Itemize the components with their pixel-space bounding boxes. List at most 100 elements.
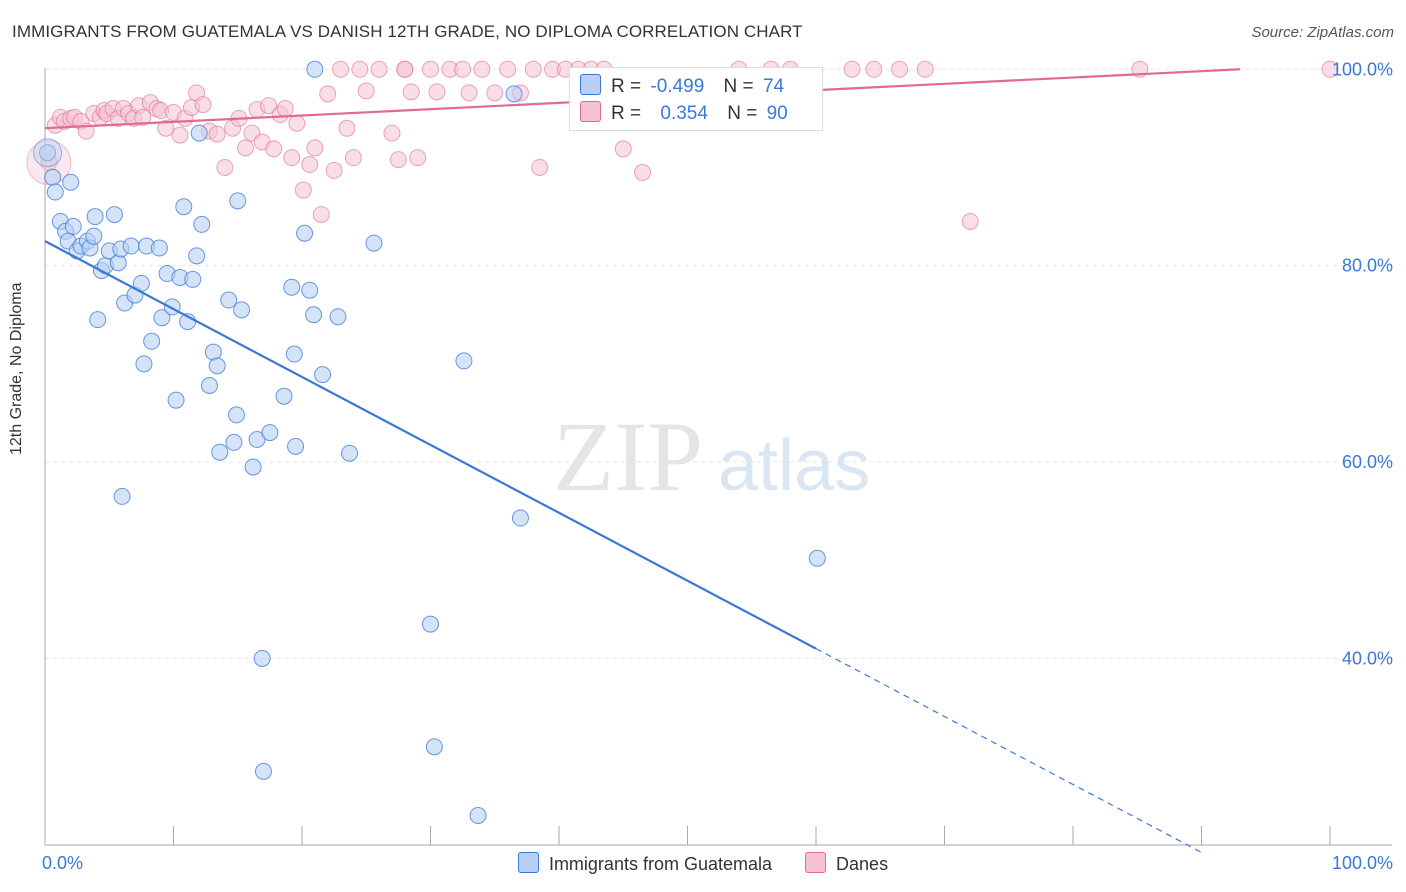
guatemala-point xyxy=(455,352,473,370)
y-tick-label: 100.0% xyxy=(1332,59,1393,79)
legend-item-danes: Danes xyxy=(805,852,888,875)
guatemala-point xyxy=(225,433,243,451)
guatemala-point xyxy=(109,254,127,272)
danes-point xyxy=(409,149,427,167)
danes-point xyxy=(389,151,407,169)
guatemala-point xyxy=(62,173,80,191)
legend-guatemala-swatch xyxy=(517,852,539,873)
danes-point xyxy=(634,163,652,181)
guatemala-point xyxy=(808,549,826,567)
guatemala-point xyxy=(190,124,208,142)
watermark-zip: ZIP xyxy=(553,401,703,512)
danes-point xyxy=(319,85,337,103)
watermark-atlas: atlas xyxy=(718,426,870,506)
danes-r-value: 0.354 xyxy=(660,103,708,124)
guatemala-point xyxy=(184,270,202,288)
stats-box: R = -0.499 N = 74 R = 0.354 N = 90 xyxy=(569,67,823,131)
danes-point xyxy=(332,60,350,78)
guatemala-point xyxy=(244,458,262,476)
guatemala-r-value: -0.499 xyxy=(650,76,705,97)
stats-row-danes: R = 0.354 N = 90 xyxy=(580,101,788,127)
tick-labels: 100.0% 80.0% 60.0% 40.0% 0.0% 100.0% xyxy=(42,59,1393,873)
danes-point xyxy=(306,139,324,157)
danes-point xyxy=(344,149,362,167)
danes-point xyxy=(236,139,254,157)
legend-danes-swatch xyxy=(805,852,827,873)
guatemala-point xyxy=(505,85,523,103)
danes-point xyxy=(301,156,319,174)
guatemala-point xyxy=(143,332,161,350)
guatemala-point xyxy=(105,206,123,224)
danes-point xyxy=(499,60,517,78)
danes-point xyxy=(265,140,283,158)
guatemala-point xyxy=(296,224,314,242)
guatemala-point xyxy=(283,278,301,296)
danes-point xyxy=(396,60,414,78)
guatemala-trend-extension xyxy=(815,648,1202,853)
danes-point xyxy=(383,124,401,142)
guatemala-point xyxy=(150,239,168,257)
guatemala-point xyxy=(44,168,62,186)
danes-point xyxy=(865,60,883,78)
guatemala-point xyxy=(469,807,487,825)
guatemala-point xyxy=(175,198,193,216)
danes-point xyxy=(891,60,909,78)
guatemala-trend-line xyxy=(44,240,817,650)
guatemala-point xyxy=(39,144,57,162)
guatemala-point xyxy=(208,357,226,375)
guatemala-point xyxy=(227,406,245,424)
guatemala-point xyxy=(229,192,247,210)
guatemala-n-value: 74 xyxy=(762,76,785,97)
danes-point xyxy=(486,84,504,102)
guatemala-point xyxy=(314,366,332,384)
guatemala-point xyxy=(200,376,218,394)
guatemala-point xyxy=(365,234,383,252)
danes-point xyxy=(338,119,356,137)
x-tick-label: 100.0% xyxy=(1332,853,1393,873)
guatemala-point xyxy=(167,391,185,409)
guatemala-point xyxy=(261,424,279,442)
legend: Immigrants from Guatemala Danes xyxy=(0,852,1406,875)
danes-point xyxy=(370,60,388,78)
grid-lines xyxy=(45,68,1392,659)
guatemala-r-label: R = xyxy=(611,76,642,97)
danes-point xyxy=(1321,60,1339,78)
danes-n-label: N = xyxy=(727,103,758,124)
danes-point xyxy=(216,158,234,176)
guatemala-point xyxy=(46,183,64,201)
danes-point xyxy=(171,126,189,144)
guatemala-point xyxy=(305,306,323,324)
guatemala-point xyxy=(329,308,347,326)
danes-point xyxy=(422,60,439,78)
danes-point xyxy=(473,60,491,78)
danes-point xyxy=(325,161,343,179)
guatemala-point-large xyxy=(33,138,63,168)
danes-point xyxy=(157,119,175,137)
danes-point xyxy=(402,83,420,101)
guatemala-point xyxy=(511,509,529,527)
danes-point xyxy=(194,96,212,114)
danes-point xyxy=(351,60,369,78)
danes-point xyxy=(276,100,294,118)
danes-point xyxy=(260,97,278,115)
guatemala-point xyxy=(425,738,443,756)
guatemala-point xyxy=(341,444,359,462)
legend-guatemala-label: Immigrants from Guatemala xyxy=(548,854,773,874)
legend-danes-label: Danes xyxy=(836,854,889,874)
danes-point xyxy=(454,60,472,78)
danes-point xyxy=(614,140,632,158)
guatemala-swatch xyxy=(580,74,601,95)
stats-row-guatemala: R = -0.499 N = 74 xyxy=(580,74,784,100)
guatemala-point xyxy=(233,301,251,319)
guatemala-point xyxy=(422,615,439,633)
danes-point xyxy=(843,60,861,78)
guatemala-point xyxy=(122,237,140,255)
danes-point xyxy=(961,212,979,230)
axes xyxy=(44,68,1392,846)
guatemala-point xyxy=(285,345,303,363)
y-tick-label: 60.0% xyxy=(1342,452,1393,472)
x-tick-label: 0.0% xyxy=(42,853,83,873)
danes-point xyxy=(428,83,446,101)
guatemala-point xyxy=(287,437,305,455)
guatemala-point xyxy=(220,291,238,309)
